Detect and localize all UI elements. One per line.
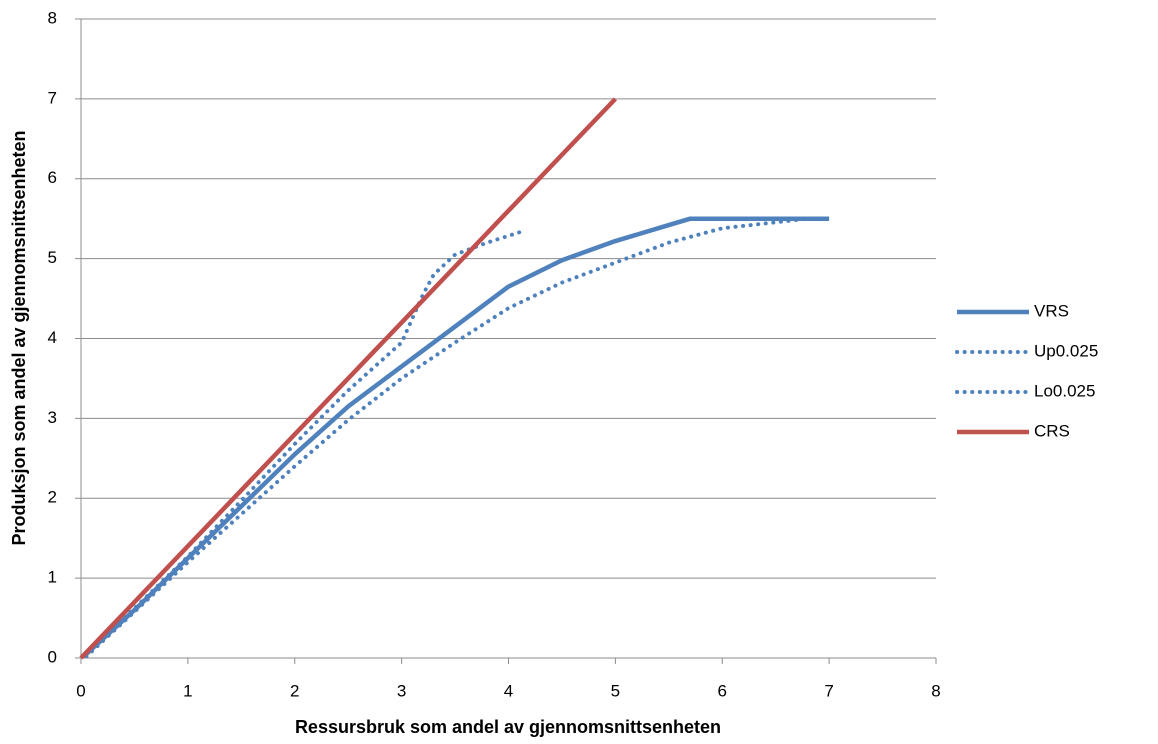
x-tick-label: 7	[824, 681, 833, 700]
y-tick-label: 3	[48, 408, 57, 427]
y-tick-label: 6	[48, 168, 57, 187]
y-tick-label: 7	[48, 88, 57, 107]
legend-label: VRS	[1034, 301, 1069, 320]
y-tick-label: 1	[48, 568, 57, 587]
x-tick-label: 3	[397, 681, 406, 700]
x-tick-label: 5	[611, 681, 620, 700]
y-tick-label: 0	[48, 647, 57, 666]
series-line	[79, 97, 618, 660]
y-tick-label: 2	[48, 488, 57, 507]
legend-label: Lo0.025	[1034, 381, 1095, 400]
series-line	[84, 228, 527, 657]
x-tick-label: 0	[76, 681, 85, 700]
x-axis-title: Ressursbruk som andel av gjennomsnittsen…	[295, 717, 721, 737]
legend-label: CRS	[1034, 421, 1070, 440]
legend-label: Up0.025	[1034, 341, 1098, 360]
series-line	[84, 216, 810, 659]
x-tick-label: 4	[504, 681, 513, 700]
series-line	[84, 216, 830, 656]
y-tick-label: 8	[48, 8, 57, 27]
y-axis-title: Produksjon som andel av gjennomsnittsenh…	[9, 130, 29, 545]
y-tick-label: 4	[48, 328, 57, 347]
y-tick-label: 5	[48, 248, 57, 267]
x-tick-label: 8	[931, 681, 940, 700]
x-tick-label: 1	[183, 681, 192, 700]
x-tick-label: 2	[290, 681, 299, 700]
x-tick-label: 6	[718, 681, 727, 700]
